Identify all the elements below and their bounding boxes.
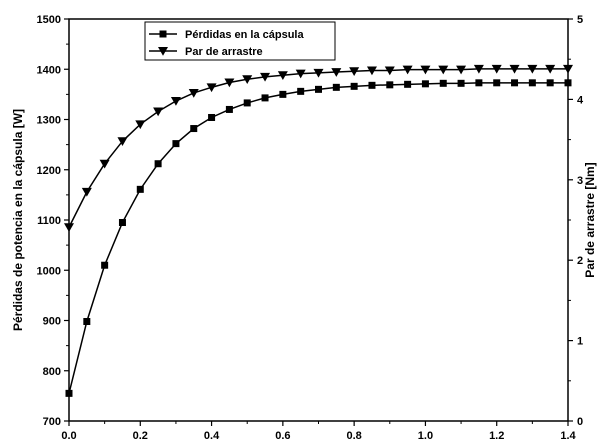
data-point-square — [208, 113, 216, 121]
data-point-square — [261, 94, 269, 102]
y-axis-right-title: Par de arrastre [Nm] — [583, 162, 597, 277]
ticks-layer: 0.0 0.2 0.4 0.6 0.8 1.0 1.2 1.4 700 800 900 1000 110… — [37, 14, 584, 442]
data-point-square — [528, 79, 536, 87]
data-point-triangle — [224, 78, 235, 88]
x-tick-label: 0.6 — [275, 430, 290, 442]
data-point-square — [404, 80, 412, 88]
data-point-square — [332, 83, 340, 91]
data-point-square — [190, 125, 198, 133]
data-point-square — [83, 318, 91, 326]
y-right-tick-label: 4 — [577, 94, 584, 106]
x-tick-label: 0.0 — [61, 430, 76, 442]
legend-box — [144, 21, 336, 61]
data-point-square — [172, 140, 180, 148]
data-point-triangle — [242, 75, 253, 85]
data-point-square — [546, 79, 554, 87]
data-point-triangle — [331, 68, 342, 77]
data-point-triangle — [349, 67, 360, 77]
data-point-square — [136, 185, 144, 193]
data-point-triangle — [509, 64, 520, 74]
legend-label-par: Par de arrastre — [185, 46, 263, 58]
data-point-square — [279, 90, 287, 98]
x-tick-label: 0.4 — [204, 430, 220, 442]
data-point-triangle — [438, 65, 449, 75]
y-left-tick-label: 1400 — [37, 64, 61, 76]
data-point-triangle — [473, 64, 484, 74]
data-point-triangle — [206, 83, 217, 93]
data-point-square — [386, 81, 394, 89]
data-point-square — [315, 85, 322, 93]
data-point-triangle — [491, 64, 502, 74]
data-point-triangle — [170, 97, 181, 106]
data-point-triangle — [456, 65, 467, 75]
y-right-tick-label: 2 — [577, 255, 583, 267]
data-point-triangle — [313, 68, 324, 78]
data-point-triangle — [384, 66, 395, 76]
data-point-square — [350, 82, 358, 90]
data-point-square — [475, 79, 483, 87]
data-point-square — [101, 261, 109, 269]
x-tick-label: 1.0 — [418, 430, 433, 442]
plot-frame — [68, 18, 569, 422]
y-left-tick-label: 700 — [43, 416, 61, 428]
data-point-square — [243, 99, 251, 107]
data-point-triangle — [402, 65, 413, 75]
data-point-triangle — [81, 187, 92, 197]
data-point-square — [225, 105, 233, 113]
legend-triangle-marker — [158, 47, 168, 56]
data-point-square — [421, 80, 429, 88]
data-point-triangle — [277, 71, 288, 81]
data-point-square — [297, 87, 305, 95]
y-left-tick-label: 1500 — [37, 14, 61, 26]
data-point-square — [368, 81, 376, 89]
data-point-square — [493, 79, 501, 87]
data-point-square — [457, 79, 465, 87]
data-point-square — [154, 160, 162, 168]
x-tick-label: 1.2 — [489, 430, 504, 442]
series-line-0 — [68, 82, 568, 394]
data-point-square — [511, 79, 519, 87]
legend: Pérdidas en la cápsula Par de arrastre — [144, 21, 336, 61]
legend-label-perdidas: Pérdidas en la cápsula — [185, 29, 304, 41]
data-point-triangle — [117, 137, 128, 146]
data-point-square — [439, 79, 447, 87]
data-point-triangle — [153, 107, 164, 117]
y-left-tick-label: 900 — [43, 316, 61, 328]
data-point-triangle — [135, 120, 146, 130]
y-left-tick-label: 1200 — [37, 165, 61, 177]
data-point-triangle — [545, 64, 556, 74]
series-layer — [64, 64, 573, 397]
x-tick-label: 1.4 — [560, 430, 576, 442]
y-left-tick-label: 800 — [43, 366, 61, 378]
data-point-triangle — [295, 69, 306, 79]
y-right-tick-label: 5 — [577, 14, 583, 26]
y-right-tick-label: 0 — [577, 416, 583, 428]
x-tick-label: 0.2 — [133, 430, 148, 442]
y-left-tick-label: 1100 — [37, 215, 61, 227]
data-point-triangle — [420, 65, 431, 75]
y-axis-left-title: Pérdidas de potencia en la cápsula [W] — [11, 109, 25, 331]
y-left-tick-label: 1000 — [37, 265, 61, 277]
data-point-triangle — [366, 66, 377, 76]
data-point-square — [118, 219, 126, 227]
legend-square-marker — [159, 30, 167, 38]
x-tick-label: 0.8 — [346, 430, 361, 442]
data-point-triangle — [99, 159, 110, 169]
data-point-triangle — [260, 72, 271, 82]
data-point-triangle — [527, 64, 538, 74]
y-right-tick-label: 3 — [577, 175, 583, 187]
y-right-tick-label: 1 — [577, 336, 583, 348]
y-left-tick-label: 1300 — [37, 115, 61, 127]
data-point-triangle — [188, 88, 199, 98]
